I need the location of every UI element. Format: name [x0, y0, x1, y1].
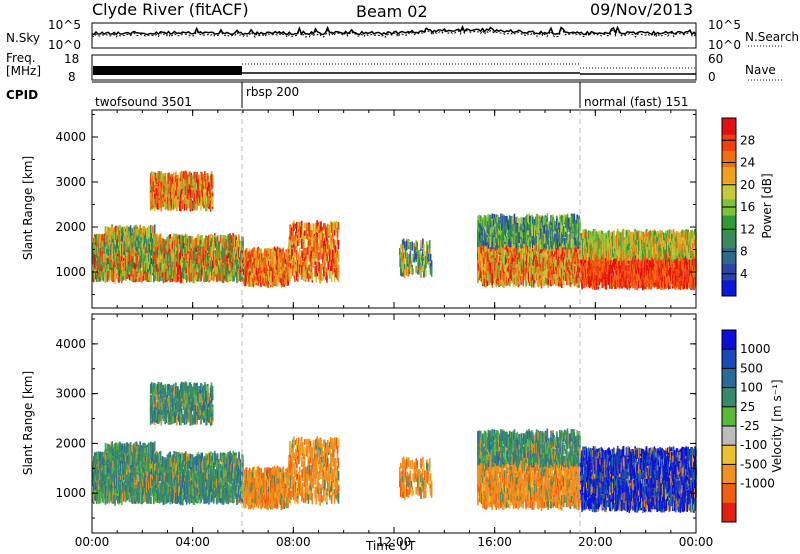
power-cell	[105, 247, 107, 256]
power-cell	[132, 249, 134, 254]
power-cell	[150, 275, 152, 282]
power-cell	[220, 245, 222, 250]
nsky-panel-frame	[92, 23, 696, 48]
range-time-plot: 00:00 04:00 08:00 12:00 16:00 20:00 00:0010002…	[0, 0, 800, 554]
power-data	[92, 170, 697, 290]
freq-dense-block	[93, 66, 242, 75]
power-cell	[122, 227, 124, 233]
power-cell	[105, 273, 107, 283]
